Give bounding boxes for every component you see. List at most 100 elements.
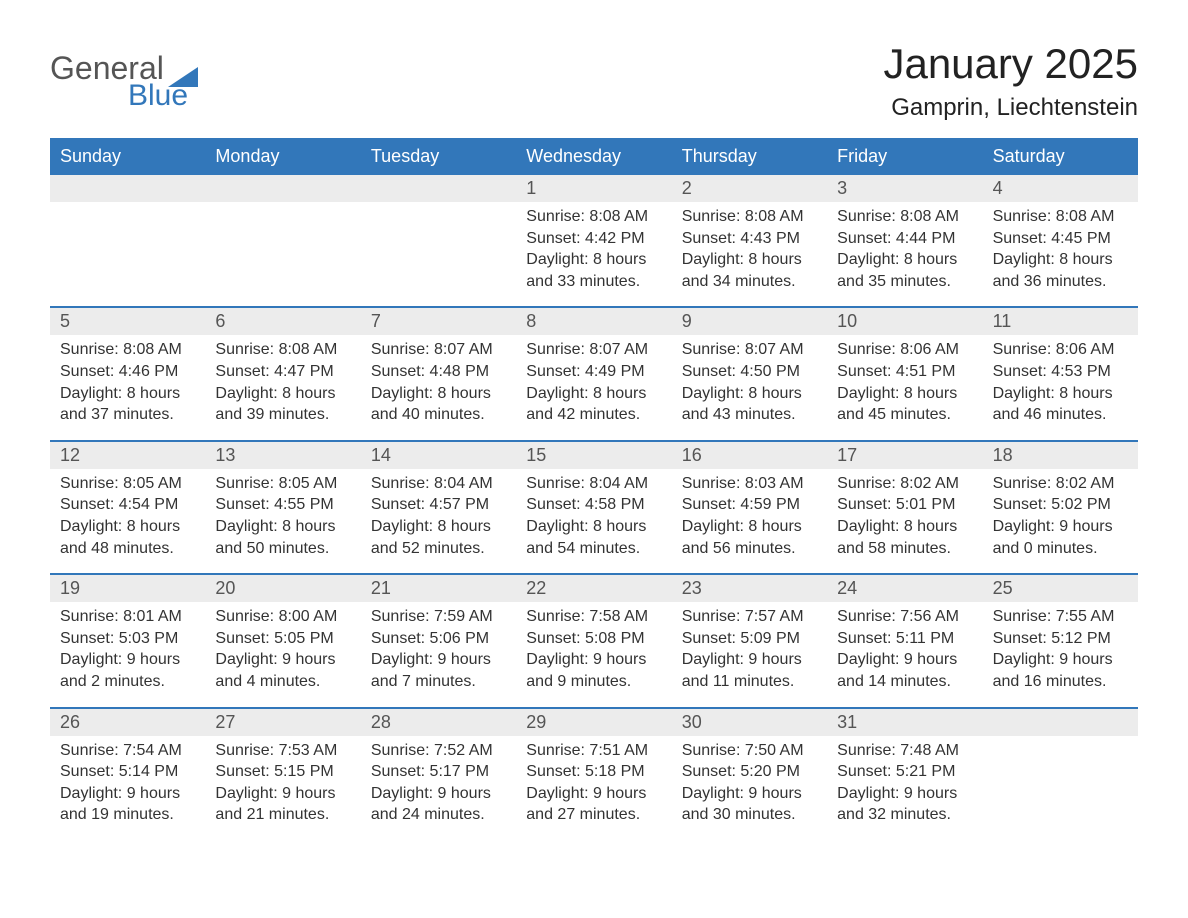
day-number: 30 bbox=[672, 709, 827, 736]
day-cell bbox=[205, 202, 360, 306]
day-cell: Sunrise: 8:08 AMSunset: 4:46 PMDaylight:… bbox=[50, 335, 205, 439]
daylight-text-2: and 21 minutes. bbox=[215, 804, 350, 826]
day-number: 15 bbox=[516, 442, 671, 469]
sunset-text: Sunset: 4:43 PM bbox=[682, 228, 817, 250]
weekday-sunday: Sunday bbox=[50, 138, 205, 175]
sunset-text: Sunset: 5:09 PM bbox=[682, 628, 817, 650]
day-number: 28 bbox=[361, 709, 516, 736]
weekday-saturday: Saturday bbox=[983, 138, 1138, 175]
day-number-row: 262728293031 bbox=[50, 709, 1138, 736]
daylight-text-1: Daylight: 8 hours bbox=[215, 383, 350, 405]
day-number: 29 bbox=[516, 709, 671, 736]
day-number: 3 bbox=[827, 175, 982, 202]
sunset-text: Sunset: 4:57 PM bbox=[371, 494, 506, 516]
day-cell: Sunrise: 8:08 AMSunset: 4:43 PMDaylight:… bbox=[672, 202, 827, 306]
sunset-text: Sunset: 4:59 PM bbox=[682, 494, 817, 516]
day-cell bbox=[983, 736, 1138, 840]
day-cell: Sunrise: 8:07 AMSunset: 4:50 PMDaylight:… bbox=[672, 335, 827, 439]
daylight-text-1: Daylight: 8 hours bbox=[371, 383, 506, 405]
day-cell: Sunrise: 8:07 AMSunset: 4:48 PMDaylight:… bbox=[361, 335, 516, 439]
daylight-text-1: Daylight: 8 hours bbox=[215, 516, 350, 538]
day-cell: Sunrise: 8:08 AMSunset: 4:45 PMDaylight:… bbox=[983, 202, 1138, 306]
daylight-text-2: and 33 minutes. bbox=[526, 271, 661, 293]
day-number: 16 bbox=[672, 442, 827, 469]
day-body-row: Sunrise: 8:01 AMSunset: 5:03 PMDaylight:… bbox=[50, 602, 1138, 706]
day-cell: Sunrise: 8:04 AMSunset: 4:57 PMDaylight:… bbox=[361, 469, 516, 573]
day-cell: Sunrise: 8:08 AMSunset: 4:42 PMDaylight:… bbox=[516, 202, 671, 306]
day-number: 13 bbox=[205, 442, 360, 469]
daylight-text-2: and 39 minutes. bbox=[215, 404, 350, 426]
daylight-text-2: and 56 minutes. bbox=[682, 538, 817, 560]
week-row: 1234Sunrise: 8:08 AMSunset: 4:42 PMDayli… bbox=[50, 175, 1138, 306]
sunrise-text: Sunrise: 8:07 AM bbox=[371, 339, 506, 361]
sunset-text: Sunset: 5:03 PM bbox=[60, 628, 195, 650]
day-number: 27 bbox=[205, 709, 360, 736]
daylight-text-2: and 48 minutes. bbox=[60, 538, 195, 560]
day-cell: Sunrise: 8:01 AMSunset: 5:03 PMDaylight:… bbox=[50, 602, 205, 706]
week-row: 262728293031Sunrise: 7:54 AMSunset: 5:14… bbox=[50, 707, 1138, 840]
daylight-text-1: Daylight: 8 hours bbox=[682, 249, 817, 271]
sunrise-text: Sunrise: 8:03 AM bbox=[682, 473, 817, 495]
daylight-text-2: and 19 minutes. bbox=[60, 804, 195, 826]
daylight-text-2: and 14 minutes. bbox=[837, 671, 972, 693]
day-cell: Sunrise: 8:08 AMSunset: 4:44 PMDaylight:… bbox=[827, 202, 982, 306]
day-number: 17 bbox=[827, 442, 982, 469]
day-cell: Sunrise: 7:57 AMSunset: 5:09 PMDaylight:… bbox=[672, 602, 827, 706]
day-body-row: Sunrise: 7:54 AMSunset: 5:14 PMDaylight:… bbox=[50, 736, 1138, 840]
sunrise-text: Sunrise: 8:00 AM bbox=[215, 606, 350, 628]
sunrise-text: Sunrise: 8:02 AM bbox=[837, 473, 972, 495]
month-title: January 2025 bbox=[883, 40, 1138, 88]
daylight-text-2: and 46 minutes. bbox=[993, 404, 1128, 426]
daylight-text-1: Daylight: 9 hours bbox=[682, 783, 817, 805]
daylight-text-1: Daylight: 9 hours bbox=[215, 649, 350, 671]
sunset-text: Sunset: 5:12 PM bbox=[993, 628, 1128, 650]
daylight-text-2: and 0 minutes. bbox=[993, 538, 1128, 560]
daylight-text-2: and 58 minutes. bbox=[837, 538, 972, 560]
sunset-text: Sunset: 5:05 PM bbox=[215, 628, 350, 650]
day-cell: Sunrise: 8:05 AMSunset: 4:54 PMDaylight:… bbox=[50, 469, 205, 573]
day-number: 14 bbox=[361, 442, 516, 469]
day-cell: Sunrise: 8:03 AMSunset: 4:59 PMDaylight:… bbox=[672, 469, 827, 573]
daylight-text-1: Daylight: 8 hours bbox=[60, 383, 195, 405]
day-cell: Sunrise: 8:00 AMSunset: 5:05 PMDaylight:… bbox=[205, 602, 360, 706]
weekday-header: Sunday Monday Tuesday Wednesday Thursday… bbox=[50, 138, 1138, 175]
daylight-text-2: and 40 minutes. bbox=[371, 404, 506, 426]
sunrise-text: Sunrise: 7:53 AM bbox=[215, 740, 350, 762]
sunrise-text: Sunrise: 8:07 AM bbox=[526, 339, 661, 361]
sunrise-text: Sunrise: 8:04 AM bbox=[526, 473, 661, 495]
day-number: 19 bbox=[50, 575, 205, 602]
day-number-row: 19202122232425 bbox=[50, 575, 1138, 602]
day-body-row: Sunrise: 8:05 AMSunset: 4:54 PMDaylight:… bbox=[50, 469, 1138, 573]
daylight-text-2: and 37 minutes. bbox=[60, 404, 195, 426]
day-number-row: 1234 bbox=[50, 175, 1138, 202]
day-body-row: Sunrise: 8:08 AMSunset: 4:46 PMDaylight:… bbox=[50, 335, 1138, 439]
week-row: 19202122232425Sunrise: 8:01 AMSunset: 5:… bbox=[50, 573, 1138, 706]
sunset-text: Sunset: 4:47 PM bbox=[215, 361, 350, 383]
calendar: Sunday Monday Tuesday Wednesday Thursday… bbox=[50, 138, 1138, 840]
day-number: 22 bbox=[516, 575, 671, 602]
day-cell: Sunrise: 7:56 AMSunset: 5:11 PMDaylight:… bbox=[827, 602, 982, 706]
sunset-text: Sunset: 5:11 PM bbox=[837, 628, 972, 650]
day-number: 8 bbox=[516, 308, 671, 335]
daylight-text-1: Daylight: 8 hours bbox=[993, 383, 1128, 405]
daylight-text-1: Daylight: 8 hours bbox=[682, 383, 817, 405]
daylight-text-2: and 36 minutes. bbox=[993, 271, 1128, 293]
weekday-monday: Monday bbox=[205, 138, 360, 175]
day-cell: Sunrise: 8:04 AMSunset: 4:58 PMDaylight:… bbox=[516, 469, 671, 573]
weekday-friday: Friday bbox=[827, 138, 982, 175]
day-cell: Sunrise: 8:08 AMSunset: 4:47 PMDaylight:… bbox=[205, 335, 360, 439]
daylight-text-1: Daylight: 8 hours bbox=[526, 516, 661, 538]
day-number: 26 bbox=[50, 709, 205, 736]
day-cell: Sunrise: 7:59 AMSunset: 5:06 PMDaylight:… bbox=[361, 602, 516, 706]
daylight-text-2: and 50 minutes. bbox=[215, 538, 350, 560]
daylight-text-1: Daylight: 9 hours bbox=[526, 649, 661, 671]
daylight-text-1: Daylight: 8 hours bbox=[371, 516, 506, 538]
daylight-text-2: and 45 minutes. bbox=[837, 404, 972, 426]
weeks-container: 1234Sunrise: 8:08 AMSunset: 4:42 PMDayli… bbox=[50, 175, 1138, 840]
daylight-text-1: Daylight: 9 hours bbox=[682, 649, 817, 671]
day-number bbox=[50, 175, 205, 202]
sunset-text: Sunset: 4:55 PM bbox=[215, 494, 350, 516]
day-cell: Sunrise: 7:50 AMSunset: 5:20 PMDaylight:… bbox=[672, 736, 827, 840]
sunrise-text: Sunrise: 8:08 AM bbox=[215, 339, 350, 361]
day-cell: Sunrise: 8:02 AMSunset: 5:01 PMDaylight:… bbox=[827, 469, 982, 573]
